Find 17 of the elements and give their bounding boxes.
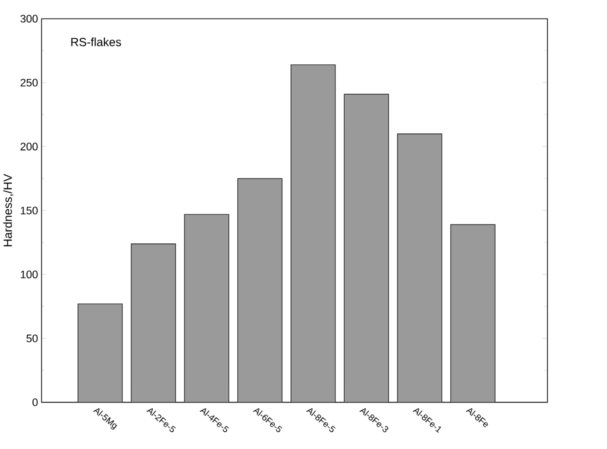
y-tick-label: 300 [20,15,38,23]
bar [450,224,496,402]
y-tick-label: 250 [20,79,38,87]
bar [131,244,176,402]
y-tick-label: 150 [20,206,38,215]
y-axis-title: Hardness,/HV [3,174,14,246]
bar [344,94,389,402]
annotation: RS-flakes [71,38,122,46]
y-tick-label: 50 [26,334,38,342]
bar [290,64,336,402]
bar [78,304,122,402]
y-tick-label: 0 [32,398,38,406]
y-tick-label: 200 [20,142,38,151]
bar [184,214,229,402]
y-tick-label: 100 [20,270,38,278]
bar [238,178,282,402]
bar [397,134,442,402]
